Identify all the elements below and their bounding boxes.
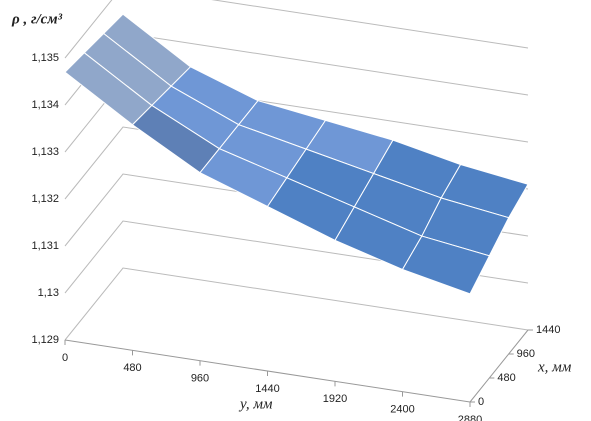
z-tick-label: 1,129 — [31, 334, 59, 346]
y-tick-label: 1440 — [255, 383, 279, 395]
surface-cell — [401, 235, 491, 295]
y-axis-label: y, мм — [238, 396, 273, 412]
z-tick-label: 1,132 — [31, 193, 59, 205]
z-tick-label: 1,131 — [31, 240, 59, 252]
z-tick-label: 1,13 — [38, 287, 59, 299]
x-tick-label: 480 — [497, 372, 515, 384]
grid-line — [64, 0, 529, 59]
x-tick-label: 0 — [478, 396, 484, 408]
z-tick-label: 1,133 — [31, 146, 59, 158]
y-tick-label: 2880 — [458, 414, 482, 421]
y-tick-label: 1920 — [323, 393, 347, 405]
y-tick-label: 0 — [62, 352, 68, 364]
y-tick-label: 480 — [123, 362, 141, 374]
z-tick-label: 1,135 — [31, 52, 59, 64]
z-axis-label: ρ , г/см³ — [11, 11, 63, 27]
axis-line — [469, 329, 529, 403]
x-tick-label: 1440 — [536, 324, 560, 336]
z-tick-label: 1,134 — [31, 99, 59, 111]
x-axis-label: x, мм — [537, 359, 572, 375]
y-tick-label: 2400 — [390, 404, 414, 416]
y-tick-label: 960 — [191, 373, 209, 385]
x-tick-label: 960 — [517, 348, 535, 360]
grid-line — [64, 267, 529, 341]
